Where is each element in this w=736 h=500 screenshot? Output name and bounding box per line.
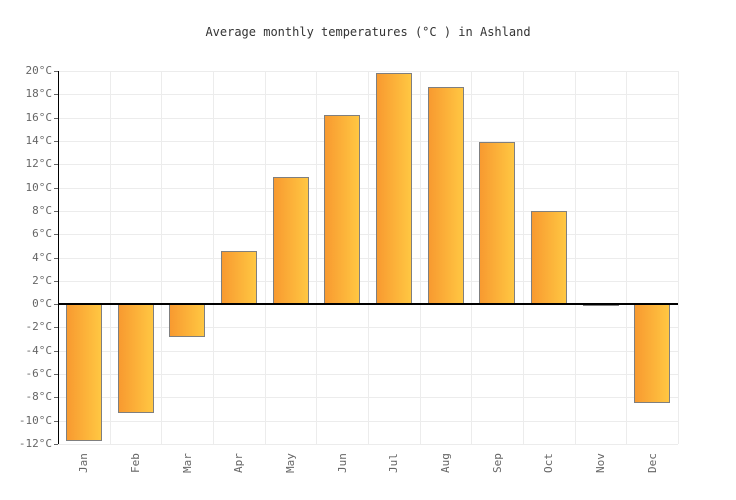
x-axis-label-jul: Jul <box>387 453 401 473</box>
x-axis-label-nov: Nov <box>594 453 607 473</box>
bar-dec[interactable] <box>634 304 671 404</box>
y-axis-tick <box>54 327 58 329</box>
y-axis-tick-label: -10°C <box>18 413 52 427</box>
x-axis-label-sep: Sep <box>490 453 504 473</box>
y-axis-tick-label: -8°C <box>25 390 53 404</box>
horizontal-gridline <box>58 444 678 445</box>
horizontal-gridline <box>58 117 678 119</box>
y-axis-tick <box>54 187 58 189</box>
vertical-gridline <box>678 71 679 444</box>
y-axis-tick <box>54 117 58 119</box>
horizontal-gridline <box>58 187 678 189</box>
y-axis-tick-label: -12°C <box>18 437 52 450</box>
horizontal-gridline <box>58 280 678 282</box>
x-axis-label-feb: Feb <box>129 453 142 473</box>
y-axis-tick-label: 4°C <box>32 250 52 264</box>
bar-feb[interactable] <box>117 304 154 413</box>
x-axis-label-mar: Mar <box>180 453 194 473</box>
y-axis-tick-label: 6°C <box>32 227 52 241</box>
horizontal-gridline <box>58 71 678 72</box>
y-axis-tick-label: 16°C <box>25 110 53 124</box>
x-axis-label-aug: Aug <box>439 453 452 473</box>
y-axis-tick-label: 10°C <box>25 180 53 194</box>
y-axis-tick <box>54 210 58 212</box>
horizontal-gridline <box>58 420 678 422</box>
zero-axis-line <box>58 303 678 306</box>
horizontal-gridline <box>58 164 678 166</box>
horizontal-gridline <box>58 374 678 376</box>
y-axis-tick <box>54 164 58 166</box>
y-axis-tick <box>54 420 58 422</box>
x-axis-label-jan: Jan <box>77 453 91 473</box>
horizontal-gridline <box>58 257 678 259</box>
y-axis-tick-label: 18°C <box>25 87 53 101</box>
horizontal-gridline <box>58 327 678 329</box>
y-axis-tick-label: -6°C <box>25 367 53 381</box>
x-axis-label-apr: Apr <box>232 453 246 473</box>
x-axis-label-dec: Dec <box>645 453 659 473</box>
y-axis-tick-label: 0°C <box>32 297 52 311</box>
x-axis-label-may: May <box>284 453 297 473</box>
y-axis-tick-label: 8°C <box>32 203 52 217</box>
horizontal-gridline <box>58 94 678 96</box>
y-axis-tick-label: -2°C <box>25 320 53 334</box>
horizontal-gridline <box>58 234 678 236</box>
bar-may[interactable] <box>272 177 309 305</box>
x-axis-label-jun: Jun <box>335 453 349 473</box>
y-axis-line <box>58 71 59 444</box>
y-axis-tick <box>54 444 58 445</box>
bar-jul[interactable] <box>375 73 412 305</box>
y-axis-tick <box>54 257 58 259</box>
y-axis-tick <box>54 304 58 306</box>
horizontal-gridline <box>58 397 678 399</box>
bar-aug[interactable] <box>427 87 464 305</box>
y-axis-tick <box>54 94 58 96</box>
y-axis-tick <box>54 397 58 399</box>
bar-jun[interactable] <box>324 115 361 305</box>
horizontal-gridline <box>58 350 678 352</box>
y-axis-tick-label: 20°C <box>25 64 53 77</box>
y-axis-tick-label: 2°C <box>32 273 52 287</box>
bar-mar[interactable] <box>169 304 206 337</box>
y-axis-tick-label: 14°C <box>25 133 53 147</box>
y-axis-tick <box>54 140 58 142</box>
y-axis-tick <box>54 280 58 282</box>
bar-sep[interactable] <box>479 142 516 305</box>
y-axis-tick <box>54 71 58 72</box>
y-axis-tick <box>54 234 58 236</box>
y-axis-tick <box>54 374 58 376</box>
y-axis-tick-label: 12°C <box>25 157 53 171</box>
bar-apr[interactable] <box>220 250 257 305</box>
bar-oct[interactable] <box>530 210 567 305</box>
horizontal-gridline <box>58 210 678 212</box>
y-axis-tick <box>54 350 58 352</box>
bar-jan[interactable] <box>65 304 102 441</box>
chart-title: Average monthly temperatures (°C ) in As… <box>205 25 531 39</box>
horizontal-gridline <box>58 140 678 142</box>
x-axis-label-oct: Oct <box>542 453 556 473</box>
y-axis-tick-label: -4°C <box>25 343 53 357</box>
